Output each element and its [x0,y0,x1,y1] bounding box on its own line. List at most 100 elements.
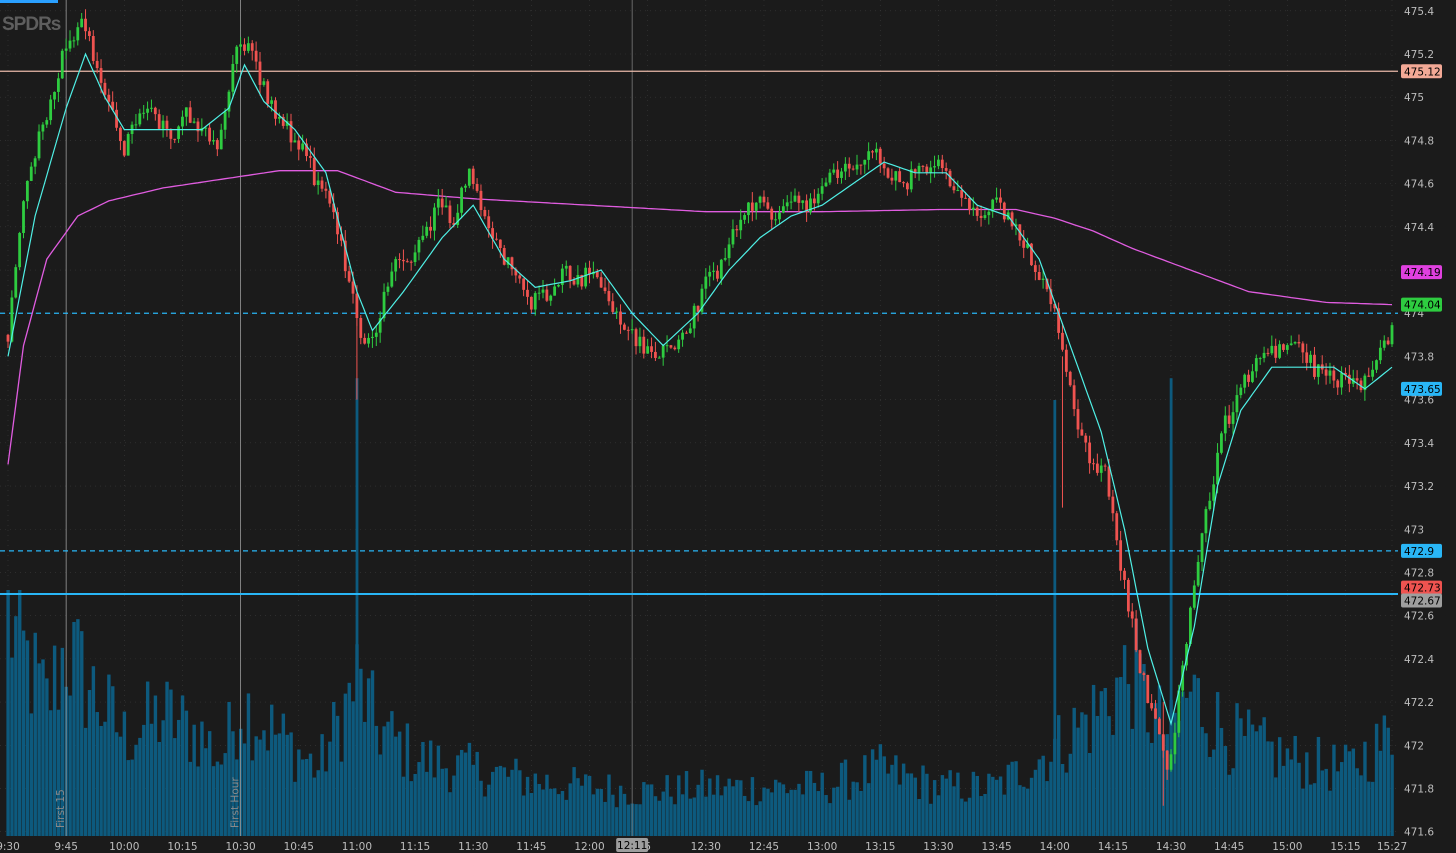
y-tick-label: 474.6 [1404,179,1434,191]
volume-bar [494,766,499,836]
volume-bar [905,773,910,836]
candle-body [301,143,305,150]
volume-bar [603,801,607,836]
volume-bar [1359,775,1363,836]
volume-bar [545,774,549,836]
candle-body [537,292,541,294]
volume-bar [1208,756,1212,836]
volume-bar [556,794,561,836]
candle-body [886,168,890,178]
candle-body [661,345,665,358]
volume-bar [886,773,890,836]
candle-body [111,101,115,110]
volume-bar [1029,777,1034,836]
volume-bar [335,715,340,836]
candle-body [599,277,603,288]
volume-bar [758,801,762,836]
candle-body [483,210,487,217]
candle-body [940,159,944,169]
volume-bar [963,801,968,836]
volume-bar [1091,684,1096,836]
candle-body [45,120,49,125]
candle-body [76,27,80,41]
candle-body [968,198,971,210]
candle-body [801,200,805,203]
volume-bar [1390,754,1394,836]
volume-bar [1103,687,1107,836]
candle-body [991,199,995,212]
candle-body [1049,289,1053,305]
tag-475-12-bg [1401,64,1442,79]
volume-bar [1130,728,1135,836]
volume-bar [328,741,332,836]
volume-bar [553,788,557,836]
candle-body [952,186,956,191]
candle-body [626,329,630,331]
volume-bar [180,695,185,836]
volume-bar [618,785,623,836]
chart-scroll-indicator[interactable] [0,0,58,3]
volume-bar [777,782,782,836]
candle-body [937,159,940,167]
candle-body [564,265,568,269]
x-tick-label: 15:00 [1272,841,1302,853]
candle-body [1146,674,1150,704]
volume-bar [428,740,433,836]
volume-bar [475,751,479,836]
volume-bar [1134,618,1138,836]
volume-bar [114,732,119,836]
volume-bar [529,793,534,836]
candle-body [944,168,948,171]
x-tick-label: 10:30 [225,841,255,853]
volume-bar [1246,709,1251,836]
candle-body [471,168,475,184]
volume-bar [1305,752,1309,836]
volume-bar [1045,781,1049,836]
candle-body [851,168,855,170]
y-tick-label: 473.2 [1404,481,1434,493]
candle-body [999,197,1002,203]
candle-body [1064,349,1068,372]
volume-bar [1111,734,1115,836]
candle-body [774,219,777,221]
candle-body [840,171,843,178]
price-tags: 475.12 474.19 474.04 473.65 472.9 472.73472.6… [1401,64,1442,608]
candle-body [812,198,816,204]
volume-bar [432,777,437,836]
volume-bar [1184,697,1189,836]
volume-bar [1324,768,1328,836]
candle-body [712,270,715,272]
volume-bar [312,777,317,836]
volume-bar [917,798,921,836]
volume-bar [1215,692,1220,836]
candle-body [355,293,359,318]
candle-body [638,336,642,347]
x-tick-label: 13:45 [981,841,1011,853]
volume-bar [390,711,394,836]
candle-body [161,120,165,129]
volume-bar [828,803,832,836]
candle-body [347,271,351,282]
volume-bar [293,781,297,836]
volume-bar [95,712,99,836]
x-tick-label: 15:15 [1330,841,1360,853]
volume-bar [1285,748,1290,836]
candle-body [6,334,10,342]
candle-body [429,226,432,231]
volume-bar [409,781,413,836]
x-tick-label: 9:45 [54,841,78,853]
candle-body [588,267,591,275]
candle-body [549,295,553,301]
volume-bar [308,753,313,836]
candle-body [336,212,339,235]
volume-bar [870,749,875,836]
ema-line [7,52,1393,726]
volume-bar [52,645,57,836]
candle-body [1150,703,1154,709]
volume-bar [1371,781,1375,836]
volume-bar [487,784,491,836]
candle-body [1336,380,1340,388]
x-tick-label: 11:30 [458,841,488,853]
candle-body [634,329,638,347]
